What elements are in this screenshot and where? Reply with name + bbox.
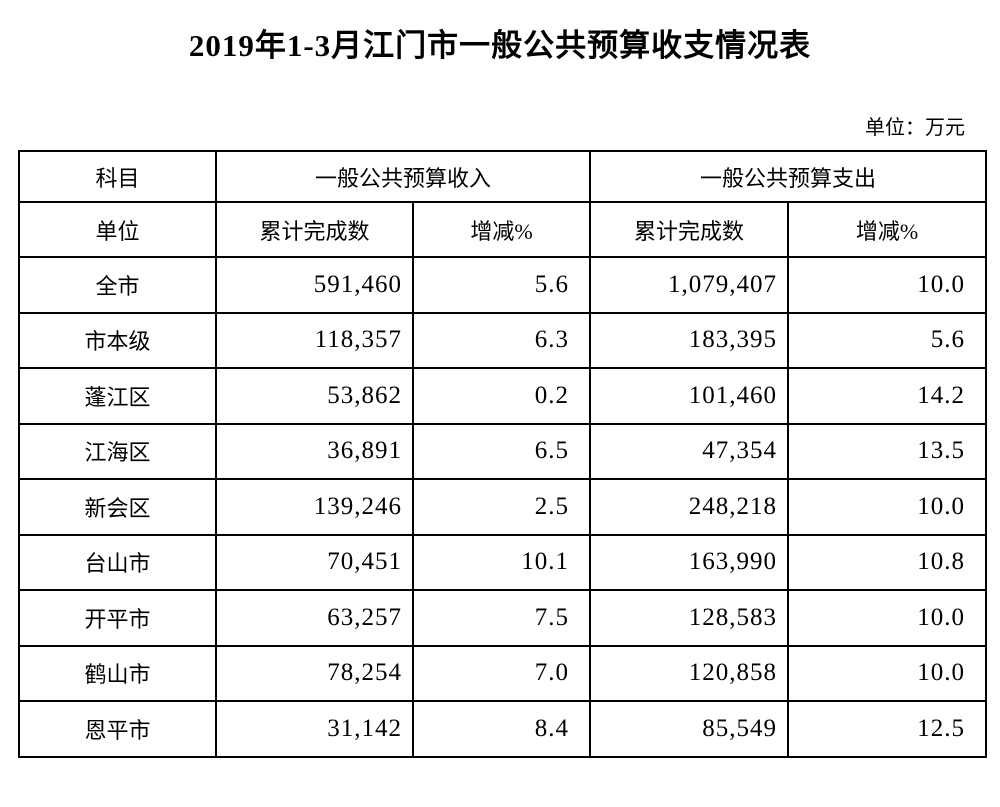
expenditure-change-cell: 10.0 <box>787 256 988 314</box>
revenue-change-cell: 0.2 <box>411 367 592 425</box>
header-revenue-total: 累计完成数 <box>215 201 414 258</box>
expenditure-change-cell: 14.2 <box>787 367 988 425</box>
revenue-amount-cell: 53,862 <box>215 367 414 425</box>
expenditure-amount-cell: 47,354 <box>589 422 790 480</box>
table-row-taishan: 台山市 70,451 10.1 163,990 10.8 <box>18 533 988 591</box>
header-group-row: 科目 一般公共预算收入 一般公共预算支出 <box>18 150 988 203</box>
revenue-amount-cell: 118,357 <box>215 311 414 369</box>
table-row-xinhui: 新会区 139,246 2.5 248,218 10.0 <box>18 478 988 536</box>
expenditure-change-cell: 10.0 <box>787 478 988 536</box>
unit-cell: 江海区 <box>18 422 217 480</box>
header-expenditure-total: 累计完成数 <box>589 201 790 258</box>
table-body: 全市 591,460 5.6 1,079,407 10.0 市本级 118,35… <box>18 256 988 758</box>
revenue-change-cell: 5.6 <box>411 256 592 314</box>
header-revenue-change: 增减% <box>411 201 592 258</box>
revenue-amount-cell: 139,246 <box>215 478 414 536</box>
header-subject: 科目 <box>18 150 217 203</box>
revenue-change-cell: 6.3 <box>411 311 592 369</box>
header-revenue-group: 一般公共预算收入 <box>214 150 592 203</box>
unit-cell: 全市 <box>18 256 217 314</box>
revenue-amount-cell: 591,460 <box>215 256 414 314</box>
table-row-citywide: 全市 591,460 5.6 1,079,407 10.0 <box>18 256 988 314</box>
budget-table: 科目 一般公共预算收入 一般公共预算支出 单位 累计完成数 增减% 累计完成数 … <box>18 150 988 758</box>
expenditure-change-cell: 12.5 <box>787 700 988 758</box>
table-row-heshan: 鹤山市 78,254 7.0 120,858 10.0 <box>18 644 988 702</box>
expenditure-change-cell: 10.8 <box>787 533 988 591</box>
page-title: 2019年1-3月江门市一般公共预算收支情况表 <box>188 28 812 63</box>
unit-cell: 鹤山市 <box>18 644 217 702</box>
revenue-amount-cell: 31,142 <box>215 700 414 758</box>
unit-cell: 市本级 <box>18 311 217 369</box>
table-row-pengjiang: 蓬江区 53,862 0.2 101,460 14.2 <box>18 367 988 425</box>
unit-cell: 开平市 <box>18 589 217 647</box>
header-unit: 单位 <box>18 201 217 258</box>
expenditure-amount-cell: 163,990 <box>589 533 790 591</box>
table-row-city-level: 市本级 118,357 6.3 183,395 5.6 <box>18 311 988 369</box>
expenditure-amount-cell: 120,858 <box>589 644 790 702</box>
expenditure-amount-cell: 128,583 <box>589 589 790 647</box>
header-expenditure-change: 增减% <box>787 201 988 258</box>
table-header: 科目 一般公共预算收入 一般公共预算支出 单位 累计完成数 增减% 累计完成数 … <box>18 150 988 258</box>
unit-cell: 新会区 <box>18 478 217 536</box>
revenue-change-cell: 10.1 <box>411 533 592 591</box>
header-expenditure-group: 一般公共预算支出 <box>589 150 988 203</box>
revenue-amount-cell: 63,257 <box>215 589 414 647</box>
expenditure-change-cell: 5.6 <box>787 311 988 369</box>
unit-cell: 台山市 <box>18 533 217 591</box>
revenue-change-cell: 8.4 <box>411 700 592 758</box>
revenue-change-cell: 2.5 <box>411 478 592 536</box>
table-row-jianghai: 江海区 36,891 6.5 47,354 13.5 <box>18 422 988 480</box>
revenue-change-cell: 7.5 <box>411 589 592 647</box>
expenditure-change-cell: 13.5 <box>787 422 988 480</box>
revenue-amount-cell: 70,451 <box>215 533 414 591</box>
unit-cell: 恩平市 <box>18 700 217 758</box>
expenditure-change-cell: 10.0 <box>787 589 988 647</box>
revenue-amount-cell: 36,891 <box>215 422 414 480</box>
expenditure-amount-cell: 85,549 <box>589 700 790 758</box>
expenditure-amount-cell: 101,460 <box>589 367 790 425</box>
revenue-change-cell: 7.0 <box>411 644 592 702</box>
expenditure-change-cell: 10.0 <box>787 644 988 702</box>
header-label-row: 单位 累计完成数 增减% 累计完成数 增减% <box>18 201 988 258</box>
unit-cell: 蓬江区 <box>18 367 217 425</box>
revenue-amount-cell: 78,254 <box>215 644 414 702</box>
expenditure-amount-cell: 1,079,407 <box>589 256 790 314</box>
unit-note: 单位：万元 <box>865 117 965 139</box>
table-row-kaiping: 开平市 63,257 7.5 128,583 10.0 <box>18 589 988 647</box>
expenditure-amount-cell: 183,395 <box>589 311 790 369</box>
expenditure-amount-cell: 248,218 <box>589 478 790 536</box>
revenue-change-cell: 6.5 <box>411 422 592 480</box>
table-row-enping: 恩平市 31,142 8.4 85,549 12.5 <box>18 700 988 758</box>
